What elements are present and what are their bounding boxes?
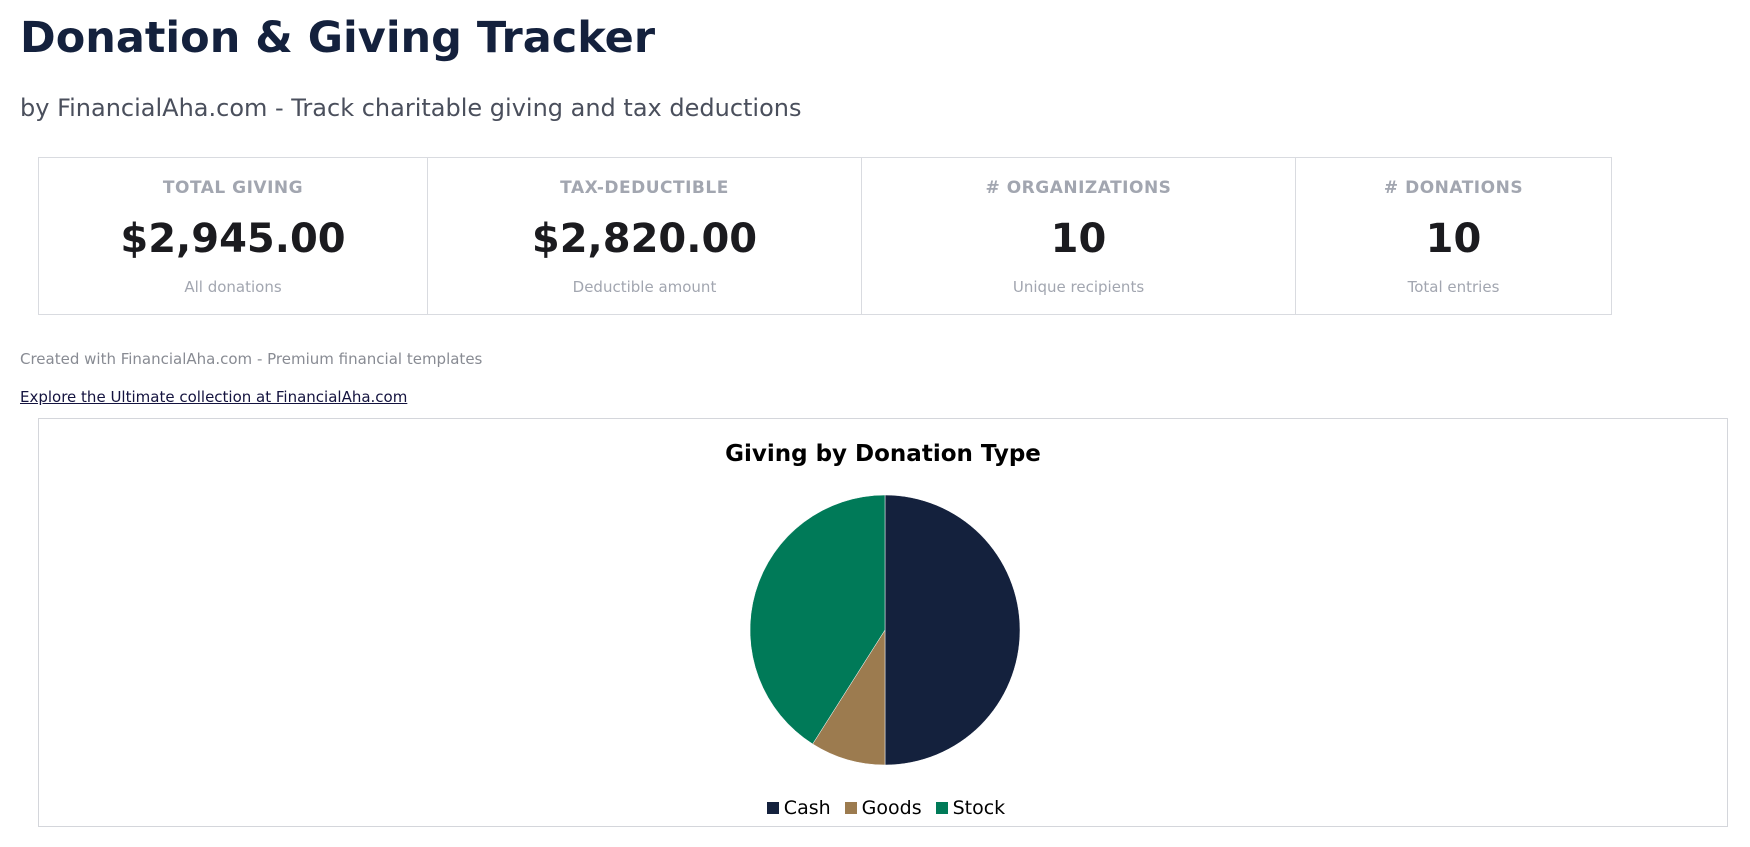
kpi-subtext: Deductible amount: [572, 278, 717, 296]
pie-slice-cash: [884, 494, 1021, 766]
kpi-value: 10: [1050, 216, 1107, 262]
kpi-label: TOTAL GIVING: [162, 178, 304, 198]
page-title: Donation & Giving Tracker: [20, 13, 656, 63]
chart-legend: Cash Goods Stock: [41, 797, 1731, 819]
kpi-subtext: Total entries: [1407, 278, 1500, 296]
pie-chart: [749, 494, 1021, 766]
legend-item-goods: Goods: [844, 797, 922, 819]
kpi-card-tax-deductible: TAX-DEDUCTIBLE $2,820.00 Deductible amou…: [428, 158, 862, 314]
legend-label: Cash: [783, 797, 831, 819]
legend-swatch: [766, 802, 779, 814]
kpi-label: # ORGANIZATIONS: [985, 178, 1172, 198]
legend-item-cash: Cash: [766, 797, 831, 819]
kpi-label: TAX-DEDUCTIBLE: [560, 178, 729, 198]
kpi-value: $2,945.00: [120, 216, 346, 262]
kpi-value: $2,820.00: [531, 216, 758, 262]
kpi-label: # DONATIONS: [1383, 178, 1524, 198]
kpi-value: 10: [1425, 216, 1482, 262]
kpi-card-donations: # DONATIONS 10 Total entries: [1296, 158, 1611, 314]
chart-title: Giving by Donation Type: [725, 441, 1041, 467]
kpi-card-total-giving: TOTAL GIVING $2,945.00 All donations: [39, 158, 428, 314]
kpi-subtext: Unique recipients: [1012, 278, 1145, 296]
legend-label: Stock: [952, 797, 1006, 819]
pie-slice-stock: [749, 494, 886, 745]
legend-item-stock: Stock: [935, 797, 1006, 819]
legend-swatch: [844, 802, 857, 814]
explore-collection-link[interactable]: Explore the Ultimate collection at Finan…: [20, 388, 408, 406]
kpi-row: TOTAL GIVING $2,945.00 All donations TAX…: [38, 157, 1612, 315]
kpi-card-organizations: # ORGANIZATIONS 10 Unique recipients: [862, 158, 1296, 314]
kpi-subtext: All donations: [184, 278, 282, 296]
credit-text: Created with FinancialAha.com - Premium …: [20, 350, 483, 368]
legend-swatch: [935, 802, 948, 814]
donation-type-chart: Giving by Donation Type Cash Goods Stock: [38, 418, 1728, 827]
page-subtitle: by FinancialAha.com - Track charitable g…: [20, 94, 802, 122]
legend-label: Goods: [861, 797, 922, 819]
